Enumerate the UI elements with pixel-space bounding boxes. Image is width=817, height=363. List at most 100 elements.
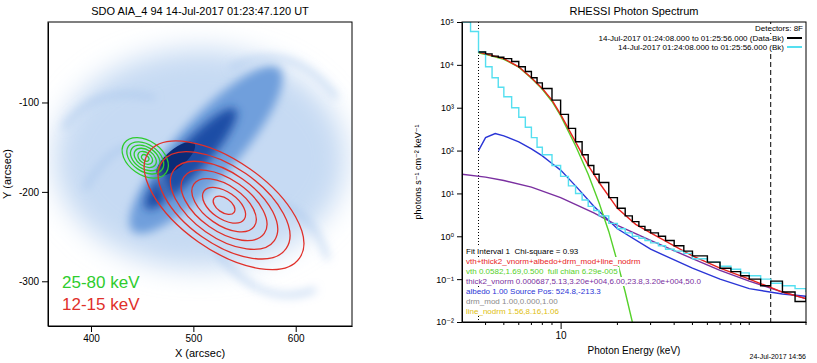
y-axis-title: Y (arcsec) <box>1 149 13 199</box>
axis-line <box>48 23 49 327</box>
legend-swatch <box>787 46 802 48</box>
axis: 10⁻²10⁻¹10⁰10¹10²10³10⁴10⁵ <box>436 17 462 327</box>
legend-label: vth+thick2_vnorm+albedo+drm_mod+line_nod… <box>466 257 641 266</box>
tick: 500 <box>186 326 203 344</box>
minor-tick <box>806 322 807 325</box>
contour <box>155 144 293 267</box>
y-axis-title: photons s⁻¹ cm⁻² keV⁻¹ <box>413 125 423 220</box>
legend-label: 25-80 keV <box>62 273 140 292</box>
minor-tick <box>749 322 750 325</box>
image-background <box>48 22 352 326</box>
tick: 10⁰ <box>440 232 462 242</box>
text-patch <box>465 287 602 296</box>
fit-text: Fit Interval 1 Chi-square = 0.93vth+thic… <box>465 247 702 316</box>
tick-label: 10¹ <box>441 189 454 199</box>
tick: 400 <box>83 326 100 344</box>
text-patch <box>754 24 804 33</box>
axis-line <box>49 326 353 327</box>
legend: Detectors: 8F14-Jul-2017 01:24:08.000 to… <box>598 24 805 52</box>
fit-label: Fit Interval 1 Chi-square = 0.93 <box>466 247 579 256</box>
x-axis-title: Photon Energy (keV) <box>588 345 681 356</box>
tick: 10¹ <box>441 189 462 199</box>
contour <box>123 116 325 295</box>
minor-ticks <box>486 322 806 325</box>
tick-mark <box>457 65 462 66</box>
x-axis-title: X (arcsec) <box>175 347 225 359</box>
annotation: drm_mod 1.00,0.000,1.00 <box>466 297 558 306</box>
tick: 600 <box>288 326 305 344</box>
legend-label: 12-15 keV <box>62 295 140 314</box>
minor-tick <box>518 322 519 325</box>
tick-label: 10⁻² <box>436 317 454 327</box>
tick-mark <box>42 192 48 193</box>
tick-mark <box>457 279 462 280</box>
title: SDO AIA_4 94 14-Jul-2017 01:23:47.120 UT <box>91 5 309 17</box>
tick-label: -200 <box>19 187 39 198</box>
minor-tick <box>692 322 693 325</box>
legend-header: Detectors: 8F <box>755 24 803 33</box>
minor-tick <box>720 322 721 325</box>
coronal-loop <box>230 57 336 98</box>
minor-tick <box>617 322 618 325</box>
tick-mark <box>457 193 462 194</box>
minor-tick <box>531 322 532 325</box>
tick-label: 400 <box>83 333 100 344</box>
tick-mark <box>457 322 462 323</box>
tick-mark <box>42 281 48 282</box>
tick-label: 10 <box>556 330 568 341</box>
legend-label: 14-Jul-2017 01:24:08.000 to 01:25:56.000… <box>618 43 784 52</box>
contour-set <box>123 116 325 295</box>
minor-tick <box>551 322 552 325</box>
axis-line <box>462 23 463 323</box>
euv-image <box>54 48 346 295</box>
tick: 10⁻¹ <box>436 275 462 285</box>
tick-label: 10⁴ <box>440 60 454 70</box>
tick-label: 500 <box>186 333 203 344</box>
minor-tick <box>650 322 651 325</box>
loop-core <box>135 99 247 219</box>
right-panel: 1010⁻²10⁻¹10⁰10¹10²10³10⁴10⁵RHESSI Photo… <box>413 5 807 360</box>
legend-swatch <box>787 37 802 39</box>
minor-tick <box>503 322 504 325</box>
plot-frame <box>48 22 352 326</box>
plot-frame <box>462 22 806 322</box>
tick: 10 <box>556 322 568 341</box>
tick: -100 <box>19 97 48 108</box>
text-patch <box>465 247 580 256</box>
tick-label: 10⁰ <box>440 232 454 242</box>
axis: 10 <box>463 322 807 341</box>
tick-mark <box>457 108 462 109</box>
minor-tick <box>674 322 675 325</box>
text-patch <box>465 297 559 306</box>
tick-mark <box>457 22 462 23</box>
tick: -300 <box>19 276 48 287</box>
tick-mark <box>561 322 562 329</box>
title: RHESSI Photon Spectrum <box>569 5 698 17</box>
tick: 10² <box>441 146 462 156</box>
figure: 400 500 600 -300 -200 -100 SDO AIA_4 94 14-Jul… <box>0 0 817 363</box>
tick-mark <box>457 236 462 237</box>
tick-mark <box>193 326 194 332</box>
tick-label: 10⁵ <box>440 17 454 27</box>
tick: 10⁵ <box>440 17 462 27</box>
minor-tick <box>542 322 543 325</box>
tick: 10⁻² <box>436 317 462 327</box>
plot-area <box>48 22 352 326</box>
legend-label: 14-Jul-2017 01:24:08.000 to 01:25:56.000… <box>599 34 785 43</box>
plot-background <box>462 22 806 322</box>
tick-mark <box>42 102 48 103</box>
plot-area <box>462 22 806 322</box>
tick-mark <box>296 326 297 332</box>
figure-container: 400 500 600 -300 -200 -100 SDO AIA_4 94 14-Jul… <box>0 0 817 363</box>
tick-label: -300 <box>19 276 39 287</box>
coronal-loop <box>63 94 154 128</box>
axis: 400 500 600 <box>49 326 353 344</box>
axis: -300 -200 -100 <box>19 23 49 327</box>
tick-label: 10⁻¹ <box>436 275 454 285</box>
legend-label: albedo 1.00 Source Pos: 524.8,-213.3 <box>466 287 601 296</box>
text-patch <box>598 34 786 43</box>
tick-mark <box>457 151 462 152</box>
contour <box>169 156 279 255</box>
tick-label: -100 <box>19 97 39 108</box>
tick: -200 <box>19 187 48 198</box>
